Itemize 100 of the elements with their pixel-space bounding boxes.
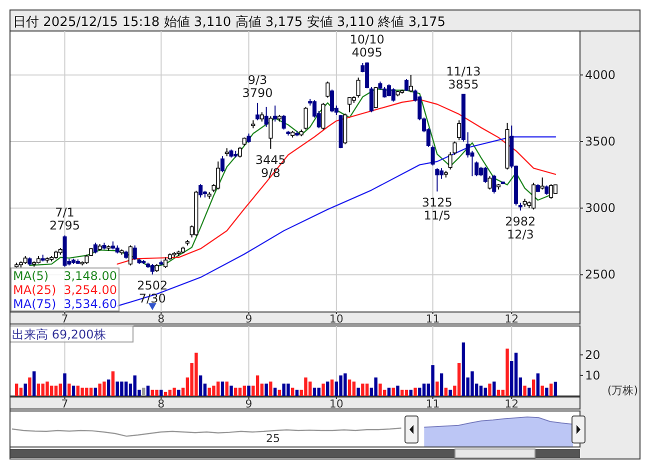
candlestick — [540, 176, 544, 190]
bar — [146, 386, 150, 396]
x-tick-label: 9 — [245, 398, 252, 410]
bar — [72, 386, 76, 396]
candlestick — [549, 184, 554, 200]
bar — [94, 388, 98, 396]
x-tick-label: 8 — [158, 398, 165, 410]
x-tick-label: 8 — [158, 312, 165, 326]
bar — [256, 375, 260, 396]
bar — [492, 382, 496, 396]
bar — [54, 386, 58, 396]
candlestick — [488, 176, 492, 190]
annotation: 7/1 2795 — [49, 205, 80, 232]
bar — [396, 386, 400, 396]
annotation: 3,534.60 — [64, 297, 117, 311]
bar — [545, 388, 548, 396]
candlestick — [321, 102, 326, 130]
bar — [242, 386, 246, 396]
bar — [295, 390, 299, 396]
y-tick-label: 2500 — [585, 268, 616, 282]
bar — [172, 388, 176, 396]
bar — [356, 388, 360, 396]
candlestick — [408, 74, 413, 93]
bar — [532, 380, 536, 396]
bar — [414, 388, 417, 396]
candlestick — [128, 244, 132, 266]
y-tick-label: 3500 — [585, 134, 616, 149]
y-tick-label: 20 — [585, 348, 600, 362]
candlestick — [326, 81, 330, 98]
candlestick — [268, 116, 273, 150]
bar — [326, 382, 330, 396]
bar — [168, 390, 172, 396]
x-tick-label: 9 — [245, 312, 252, 326]
candlestick — [474, 161, 479, 177]
bar — [24, 384, 27, 396]
annotation: 25 — [266, 432, 280, 445]
candlestick — [238, 146, 242, 158]
bar — [361, 384, 364, 396]
bar — [462, 342, 466, 396]
annotation: 10/10 4095 — [350, 32, 384, 60]
bar — [448, 390, 452, 396]
bar — [422, 384, 426, 396]
candlestick — [304, 106, 308, 130]
bar — [317, 388, 320, 396]
bar — [400, 390, 404, 396]
candlestick — [132, 244, 137, 261]
bar — [312, 388, 316, 396]
y-tick-label: 4000 — [585, 68, 616, 82]
text: MA(25) — [13, 283, 56, 297]
bar — [348, 380, 352, 396]
candlestick — [164, 256, 168, 269]
bar — [528, 388, 531, 396]
candlestick — [264, 106, 268, 128]
bar — [46, 382, 49, 396]
text: MA(75) — [13, 297, 56, 311]
y-tick-label: 10 — [585, 368, 600, 382]
bar — [177, 390, 180, 396]
bar — [142, 388, 146, 396]
x-tick-label: 7 — [61, 398, 68, 410]
bar — [160, 390, 163, 396]
bar — [514, 352, 518, 396]
bar — [536, 373, 540, 396]
candlestick — [256, 102, 260, 121]
bar — [220, 382, 224, 396]
bar — [549, 384, 553, 396]
annotation: 9/3 3790 — [242, 72, 273, 100]
candlestick — [404, 78, 409, 92]
candlestick — [246, 133, 251, 144]
bar — [378, 384, 382, 396]
bar — [290, 388, 294, 396]
bar — [404, 390, 408, 396]
bar — [106, 380, 110, 396]
chart-title: 日付 2025/12/15 15:18 始値 3,110 高値 3,175 安値 3,110 終値 3,175 — [13, 14, 446, 30]
bar — [365, 384, 369, 396]
series-label: MA(5) — [13, 269, 49, 283]
bar — [19, 388, 23, 396]
candlestick — [348, 97, 352, 113]
bar — [484, 388, 487, 396]
annotation: 2502 7/30 — [137, 278, 168, 306]
bar — [352, 382, 356, 396]
bar — [32, 371, 36, 396]
candlestick — [330, 89, 334, 113]
annotation: 3125 11/5 — [422, 195, 452, 222]
bar — [444, 388, 448, 396]
line-series — [116, 136, 556, 307]
annotation: 11/13 3855 — [446, 64, 481, 92]
bar — [431, 365, 434, 396]
bar — [225, 382, 228, 396]
bar — [322, 384, 325, 396]
bar — [387, 388, 391, 396]
bar — [58, 384, 62, 396]
x-tick-label: 10 — [329, 312, 344, 326]
bar — [28, 377, 32, 396]
annotation: 2982 12/3 — [505, 214, 536, 242]
candlestick — [198, 184, 203, 198]
bar — [440, 373, 444, 396]
candlestick — [435, 168, 440, 192]
bar — [247, 386, 250, 396]
bar — [36, 384, 40, 396]
y-tick-label: 3000 — [585, 201, 616, 216]
